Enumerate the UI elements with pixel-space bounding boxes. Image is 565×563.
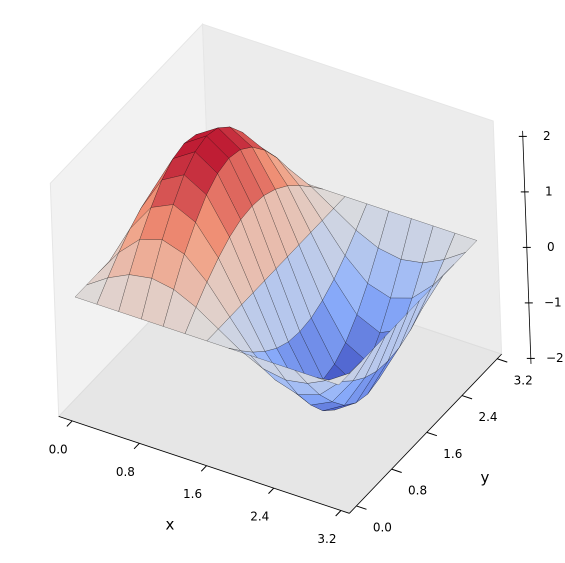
x-tick-label: 1.6 xyxy=(183,487,202,501)
x-tick xyxy=(66,420,73,427)
y-tick xyxy=(497,358,508,363)
x-axis-label: x xyxy=(166,516,175,534)
y-tick-label: 3.2 xyxy=(514,373,533,387)
surface-patch xyxy=(316,372,351,386)
y-tick-label: 1.6 xyxy=(443,447,462,461)
x-tick-label: 2.4 xyxy=(250,510,269,524)
y-tick xyxy=(426,431,438,437)
z-tick-label: 2 xyxy=(543,129,551,143)
z-tick-label: 1 xyxy=(545,184,553,198)
y-tick-label: 2.4 xyxy=(478,410,497,424)
z-tick-label: −1 xyxy=(544,295,562,309)
y-tick xyxy=(356,505,367,510)
x-tick xyxy=(335,510,342,517)
x-tick xyxy=(268,487,275,494)
y-axis-label: y xyxy=(481,469,490,487)
x-tick-label: 0.0 xyxy=(49,442,68,456)
y-tick-label: 0.8 xyxy=(408,484,427,498)
y-tick xyxy=(391,468,402,473)
x-axis-line xyxy=(58,416,350,514)
z-tick-label: −2 xyxy=(546,351,564,365)
y-axis-line xyxy=(349,353,502,514)
x-tick xyxy=(133,442,140,450)
y-tick xyxy=(461,395,473,400)
y-tick-label: 0.0 xyxy=(373,520,392,534)
x-tick xyxy=(200,465,207,472)
x-tick-label: 0.8 xyxy=(116,465,135,479)
z-tick-label: 0 xyxy=(547,240,555,254)
x-tick-label: 3.2 xyxy=(317,532,336,546)
